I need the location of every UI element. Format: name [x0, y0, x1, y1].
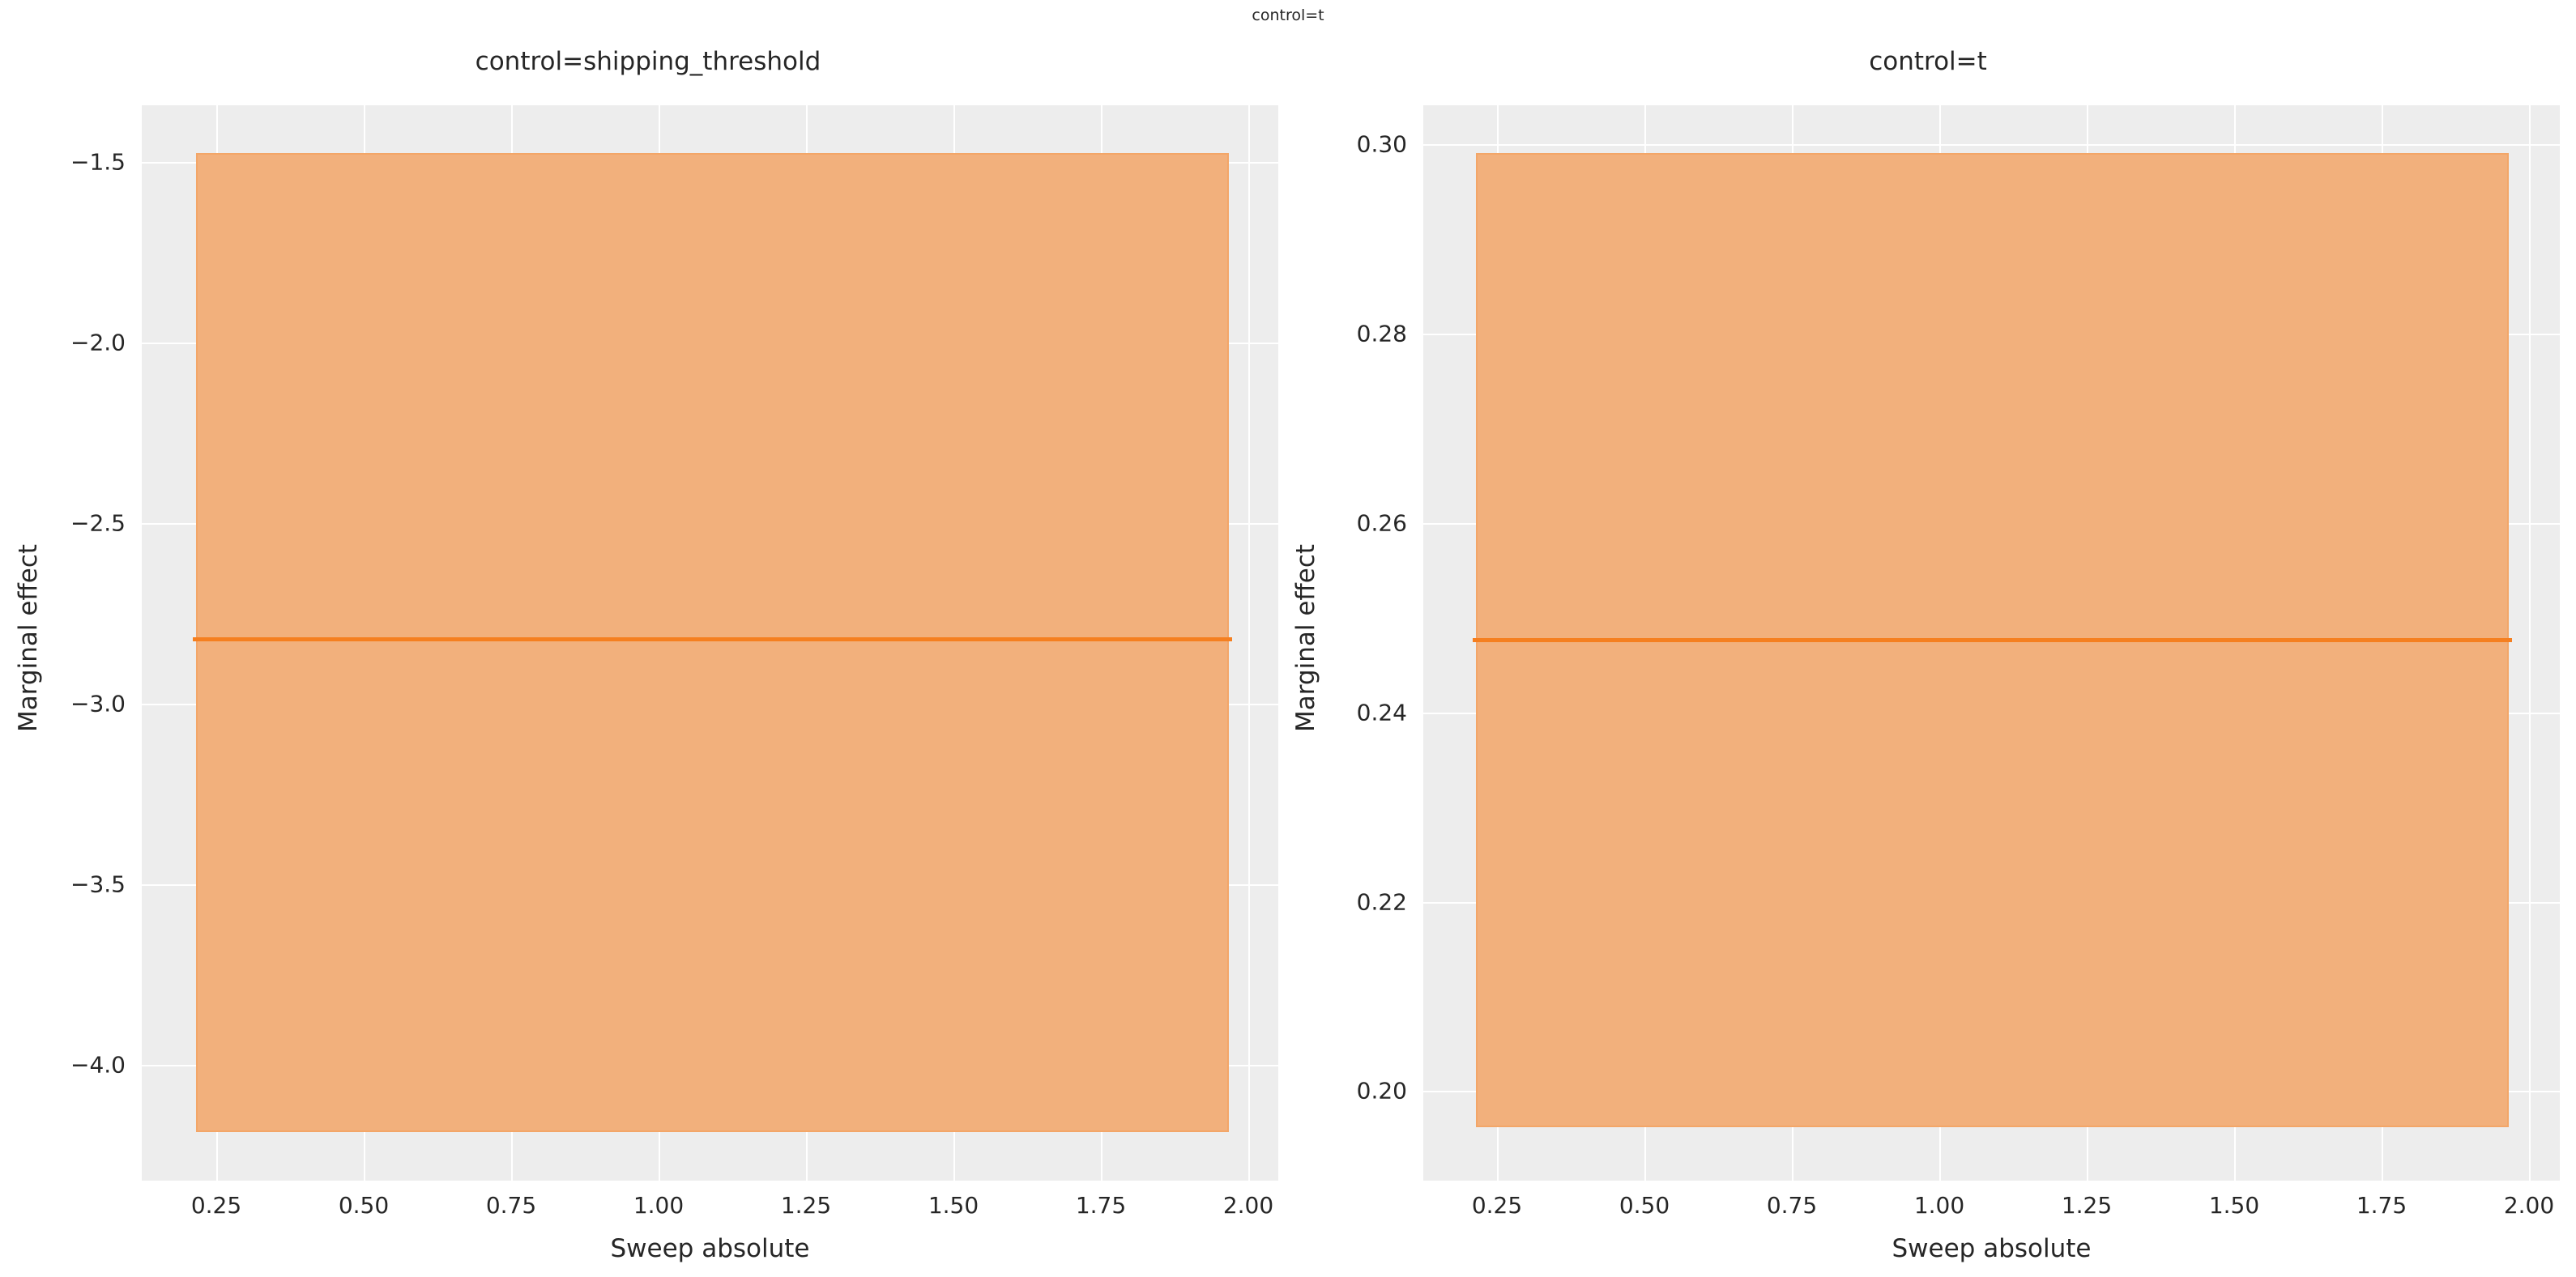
x-tick-label: 1.25	[780, 1192, 832, 1219]
x-tick-label: 1.25	[2061, 1192, 2113, 1219]
y-tick-label: 0.24	[1356, 699, 1407, 726]
x-tick-label: 0.75	[485, 1192, 537, 1219]
x-tick-label: 1.00	[1913, 1192, 1965, 1219]
x-tick-label: 0.75	[1766, 1192, 1818, 1219]
x-tick-label: 0.50	[338, 1192, 390, 1219]
y-tick-label: 0.30	[1356, 130, 1407, 158]
x-tick-label: 0.50	[1619, 1192, 1670, 1219]
x-tick-label: 2.00	[1222, 1192, 1274, 1219]
gridline-horizontal	[1423, 144, 2560, 147]
x-tick-label: 1.75	[2356, 1192, 2408, 1219]
y-tick-label: 0.22	[1356, 888, 1407, 916]
y-axis-label: Marginal effect	[1291, 543, 1320, 733]
x-tick-label: 0.25	[190, 1192, 242, 1219]
plot-area[interactable]	[1423, 105, 2560, 1181]
y-tick-label: 0.26	[1356, 509, 1407, 537]
x-axis-label: Sweep absolute	[610, 1234, 810, 1263]
x-tick-label: 1.50	[928, 1192, 979, 1219]
y-tick-label: −1.5	[70, 148, 126, 176]
x-tick-label: 1.50	[2208, 1192, 2260, 1219]
y-tick-label: 0.28	[1356, 320, 1407, 347]
panel-title: control=shipping_threshold	[475, 47, 821, 76]
x-tick-label: 0.25	[1471, 1192, 1523, 1219]
y-tick-label: −3.5	[70, 870, 126, 898]
plot-area[interactable]	[142, 105, 1278, 1181]
y-tick-label: −4.0	[70, 1051, 126, 1079]
y-tick-label: −2.5	[70, 509, 126, 537]
panel-shipping-threshold: control=shipping_threshold −1.5	[14, 47, 1278, 1263]
panel-title: control=t	[1869, 47, 1987, 76]
gridline-vertical	[2529, 105, 2531, 1181]
x-tick-label: 2.00	[2503, 1192, 2555, 1219]
figure-suptitle: control=t	[1252, 6, 1324, 24]
x-tick-label: 1.75	[1075, 1192, 1127, 1219]
confidence-band	[196, 153, 1229, 1132]
panel-control-t: control=t 0.30 0.28 0.26	[1280, 0, 2576, 1277]
y-tick-label: 0.20	[1356, 1077, 1407, 1105]
y-tick-label: −2.0	[70, 329, 126, 356]
marginal-effect-line	[1473, 638, 2512, 642]
x-tick-label: 1.00	[633, 1192, 685, 1219]
x-axis-label: Sweep absolute	[1891, 1234, 2092, 1263]
y-tick-label: −3.0	[70, 690, 126, 717]
gridline-vertical	[1248, 105, 1251, 1181]
marginal-effect-line	[193, 637, 1232, 641]
y-axis-label: Marginal effect	[14, 543, 43, 733]
